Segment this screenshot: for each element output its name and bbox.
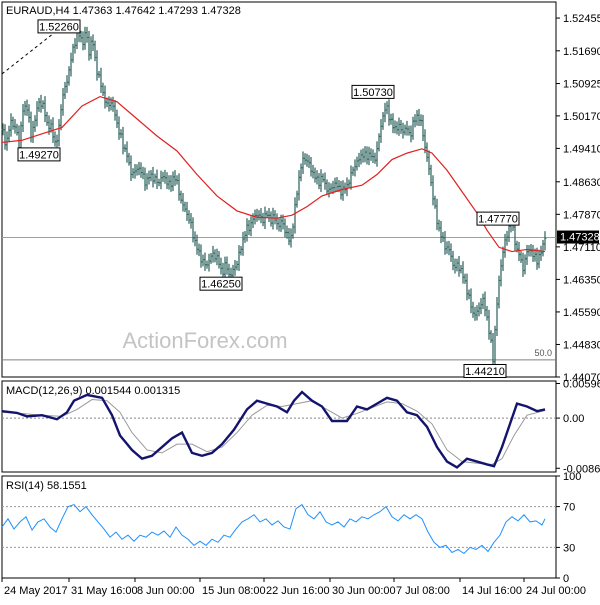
rsi-tick-label: 70: [563, 502, 575, 514]
price-annotation: 1.44210: [463, 364, 507, 379]
y-tick-label: 1.48630: [563, 177, 600, 189]
annotation-label: 1.46250: [201, 279, 241, 291]
y-tick-label: 1.52455: [563, 13, 600, 25]
current-price-label: 1.47328: [560, 232, 600, 244]
annotation-box: [37, 19, 81, 34]
x-tick-label: 22 Jun 16:00: [266, 585, 330, 597]
current-price-box: [557, 230, 599, 244]
y-tick-label: 1.50170: [563, 111, 600, 123]
macd-tick-label: -0.008657: [563, 463, 600, 475]
y-tick-label: 1.46350: [563, 274, 600, 286]
x-tick-label: 24 May 2017: [4, 585, 68, 597]
y-tick-label: 1.50925: [563, 79, 600, 91]
price-annotation: 1.49270: [17, 147, 61, 162]
annotation-box: [463, 364, 507, 379]
annotation-box: [351, 84, 395, 99]
fib-50-label: 50.0: [534, 348, 552, 358]
price-annotation: 1.46250: [199, 276, 243, 291]
annotation-label: 1.50730: [353, 87, 393, 99]
rsi-tick-label: 100: [563, 471, 581, 483]
current-price-marker: 1.47328: [557, 230, 600, 244]
x-tick-label: 15 Jun 08:00: [202, 585, 266, 597]
main-panel-frame: [1, 1, 557, 378]
x-tick-label: 14 Jul 16:00: [462, 585, 522, 597]
y-tick-label: 1.49410: [563, 143, 600, 155]
y-tick-label: 1.51690: [563, 46, 600, 58]
rsi-tick-label: 0: [563, 573, 569, 585]
x-tick-label: 30 Jun 00:00: [332, 585, 396, 597]
annotation-box: [17, 147, 61, 162]
annotation-box: [476, 211, 520, 226]
macd-tick-label: 0.00: [563, 413, 584, 425]
x-tick-label: 24 Jul 00:00: [526, 585, 586, 597]
x-tick-label: 7 Jul 08:00: [396, 585, 450, 597]
watermark: ActionForex.com: [122, 328, 287, 353]
y-tick-label: 1.44830: [563, 339, 600, 351]
x-tick-label: 31 May 16:00: [71, 585, 138, 597]
rsi-tick-label: 30: [563, 542, 575, 554]
annotation-label: 1.49270: [19, 149, 59, 161]
y-tick-label: 1.47870: [563, 209, 600, 221]
rsi-line: [1, 503, 546, 555]
main-title: EURAUD,H4 1.47363 1.47642 1.47293 1.4732…: [6, 5, 241, 17]
y-tick-label: 1.45590: [563, 307, 600, 319]
annotation-box: [199, 276, 243, 291]
macd-title: MACD(12,26,9) 0.001544 0.001315: [6, 385, 180, 397]
y-tick-label: 1.44070: [563, 372, 600, 384]
x-tick-label: 8 Jun 00:00: [137, 585, 195, 597]
candle: [543, 231, 547, 251]
macd-panel-frame: [1, 380, 557, 473]
annotation-label: 1.47770: [478, 214, 518, 226]
price-annotation: 1.52260: [37, 19, 81, 34]
macd-tick-label: 0.005968: [563, 379, 600, 391]
moving-average-line: [1, 95, 546, 253]
macd-line: [1, 390, 546, 469]
rsi-title: RSI(14) 58.1551: [6, 480, 87, 492]
title-bg: [4, 4, 204, 17]
price-annotation: 1.47770: [476, 211, 520, 226]
price-annotation: 1.50730: [351, 84, 395, 99]
rsi-panel-frame: [1, 475, 557, 579]
annotation-label: 1.52260: [39, 21, 79, 33]
y-tick-label: 1.47110: [563, 242, 600, 254]
annotation-label: 1.44210: [465, 366, 505, 378]
